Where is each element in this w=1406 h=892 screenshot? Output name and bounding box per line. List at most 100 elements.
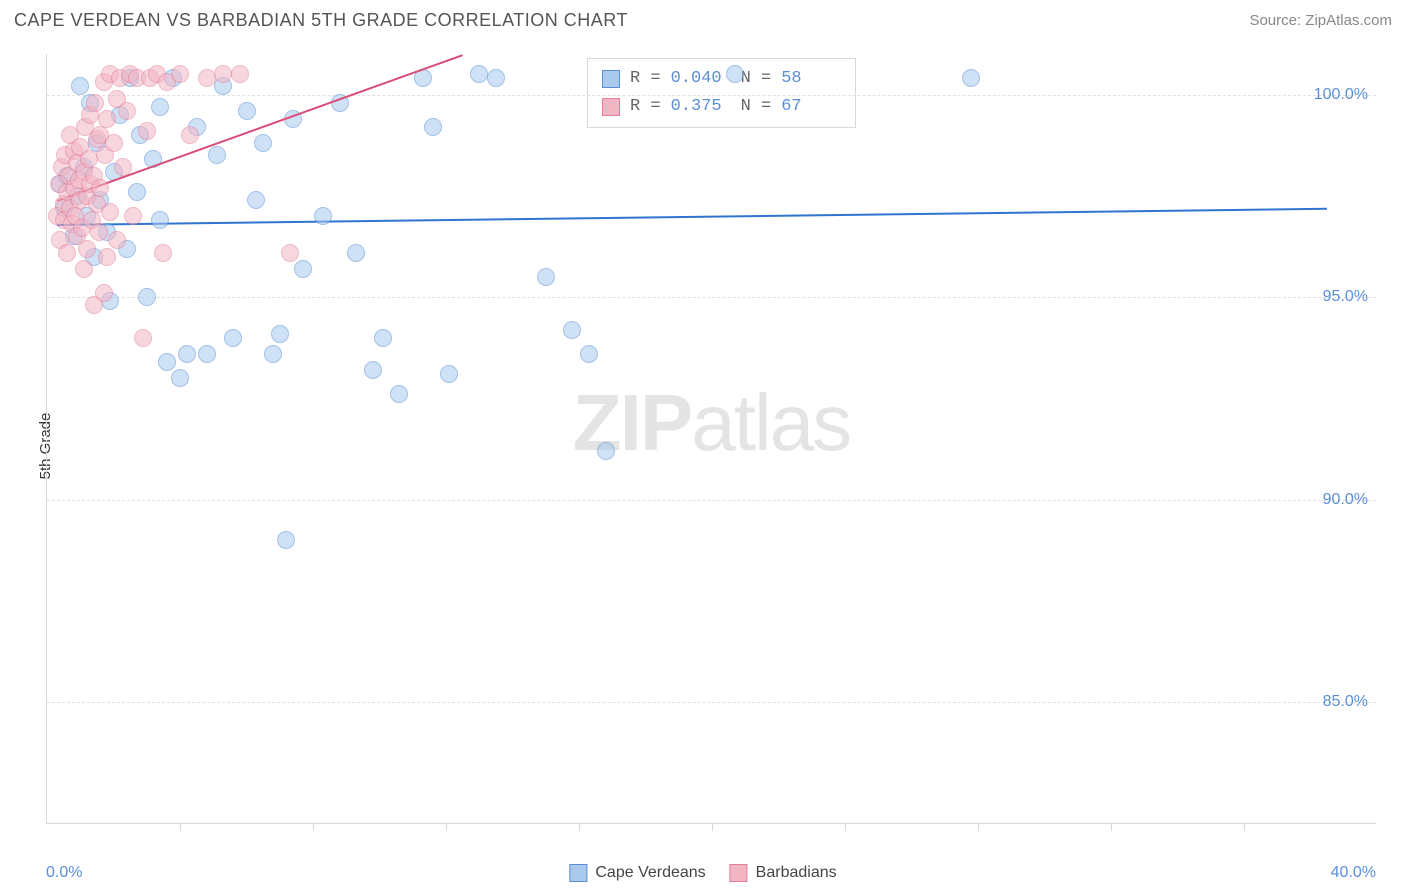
- stats-r-label: R =: [630, 65, 661, 93]
- scatter-point: [181, 126, 199, 144]
- stats-n-value: 58: [781, 65, 841, 93]
- scatter-point: [80, 150, 98, 168]
- scatter-point: [563, 321, 581, 339]
- scatter-point: [347, 244, 365, 262]
- scatter-point: [198, 69, 216, 87]
- correlation-stats-box: R = 0.040 N = 58 R = 0.375 N = 67: [587, 58, 856, 128]
- swatch-icon: [569, 864, 587, 882]
- scatter-point: [470, 65, 488, 83]
- scatter-point: [154, 244, 172, 262]
- scatter-point: [208, 146, 226, 164]
- scatter-point: [95, 284, 113, 302]
- scatter-point: [108, 231, 126, 249]
- scatter-point: [178, 345, 196, 363]
- scatter-point: [86, 94, 104, 112]
- scatter-point: [281, 244, 299, 262]
- stats-r-value: 0.040: [671, 65, 731, 93]
- scatter-point: [118, 102, 136, 120]
- x-axis-max-label: 40.0%: [1331, 864, 1376, 882]
- scatter-point: [171, 65, 189, 83]
- swatch-icon: [730, 864, 748, 882]
- scatter-point: [98, 110, 116, 128]
- y-tick-label: 90.0%: [1323, 491, 1368, 509]
- gridline: [47, 500, 1376, 501]
- x-tick: [1244, 823, 1245, 831]
- scatter-point: [138, 288, 156, 306]
- x-tick: [446, 823, 447, 831]
- scatter-point: [75, 260, 93, 278]
- scatter-point: [158, 353, 176, 371]
- stats-row: R = 0.375 N = 67: [602, 93, 841, 121]
- scatter-point: [264, 345, 282, 363]
- scatter-point: [314, 207, 332, 225]
- x-tick: [180, 823, 181, 831]
- scatter-point: [247, 191, 265, 209]
- scatter-point: [374, 329, 392, 347]
- legend: Cape Verdeans Barbadians: [569, 864, 836, 882]
- scatter-point: [138, 122, 156, 140]
- swatch-icon: [602, 70, 620, 88]
- scatter-point: [271, 325, 289, 343]
- scatter-point: [597, 442, 615, 460]
- scatter-point: [198, 345, 216, 363]
- x-tick: [845, 823, 846, 831]
- x-tick: [1111, 823, 1112, 831]
- y-tick-label: 95.0%: [1323, 288, 1368, 306]
- source-label: Source: ZipAtlas.com: [1249, 12, 1392, 29]
- scatter-point: [98, 248, 116, 266]
- gridline: [47, 297, 1376, 298]
- scatter-point: [537, 268, 555, 286]
- scatter-point: [424, 118, 442, 136]
- scatter-point: [134, 329, 152, 347]
- chart-plot-area: ZIPatlas R = 0.040 N = 58 R = 0.375 N = …: [46, 54, 1376, 824]
- trend-line: [57, 208, 1327, 226]
- scatter-point: [151, 98, 169, 116]
- x-tick: [712, 823, 713, 831]
- scatter-point: [224, 329, 242, 347]
- scatter-point: [71, 77, 89, 95]
- scatter-point: [294, 260, 312, 278]
- legend-label: Cape Verdeans: [595, 864, 705, 882]
- scatter-point: [390, 385, 408, 403]
- y-tick-label: 85.0%: [1323, 693, 1368, 711]
- swatch-icon: [602, 98, 620, 116]
- scatter-point: [101, 203, 119, 221]
- stats-n-label: N =: [741, 93, 772, 121]
- gridline: [47, 95, 1376, 96]
- scatter-point: [487, 69, 505, 87]
- scatter-point: [277, 531, 295, 549]
- scatter-point: [231, 65, 249, 83]
- scatter-point: [171, 369, 189, 387]
- y-tick-label: 100.0%: [1314, 86, 1368, 104]
- scatter-point: [238, 102, 256, 120]
- legend-item: Cape Verdeans: [569, 864, 705, 882]
- scatter-point: [128, 183, 146, 201]
- stats-row: R = 0.040 N = 58: [602, 65, 841, 93]
- stats-r-value: 0.375: [671, 93, 731, 121]
- watermark: ZIPatlas: [573, 377, 850, 469]
- scatter-point: [78, 240, 96, 258]
- scatter-point: [440, 365, 458, 383]
- x-tick: [313, 823, 314, 831]
- stats-n-value: 67: [781, 93, 841, 121]
- scatter-point: [105, 134, 123, 152]
- scatter-point: [254, 134, 272, 152]
- scatter-point: [151, 211, 169, 229]
- scatter-point: [962, 69, 980, 87]
- scatter-point: [214, 65, 232, 83]
- scatter-point: [58, 244, 76, 262]
- stats-n-label: N =: [741, 65, 772, 93]
- scatter-point: [90, 223, 108, 241]
- x-tick: [978, 823, 979, 831]
- legend-label: Barbadians: [756, 864, 837, 882]
- scatter-point: [114, 158, 132, 176]
- legend-item: Barbadians: [730, 864, 837, 882]
- gridline: [47, 702, 1376, 703]
- chart-title: CAPE VERDEAN VS BARBADIAN 5TH GRADE CORR…: [14, 10, 628, 31]
- scatter-point: [124, 207, 142, 225]
- x-axis-min-label: 0.0%: [46, 864, 82, 882]
- x-tick: [579, 823, 580, 831]
- scatter-point: [726, 65, 744, 83]
- scatter-point: [580, 345, 598, 363]
- stats-r-label: R =: [630, 93, 661, 121]
